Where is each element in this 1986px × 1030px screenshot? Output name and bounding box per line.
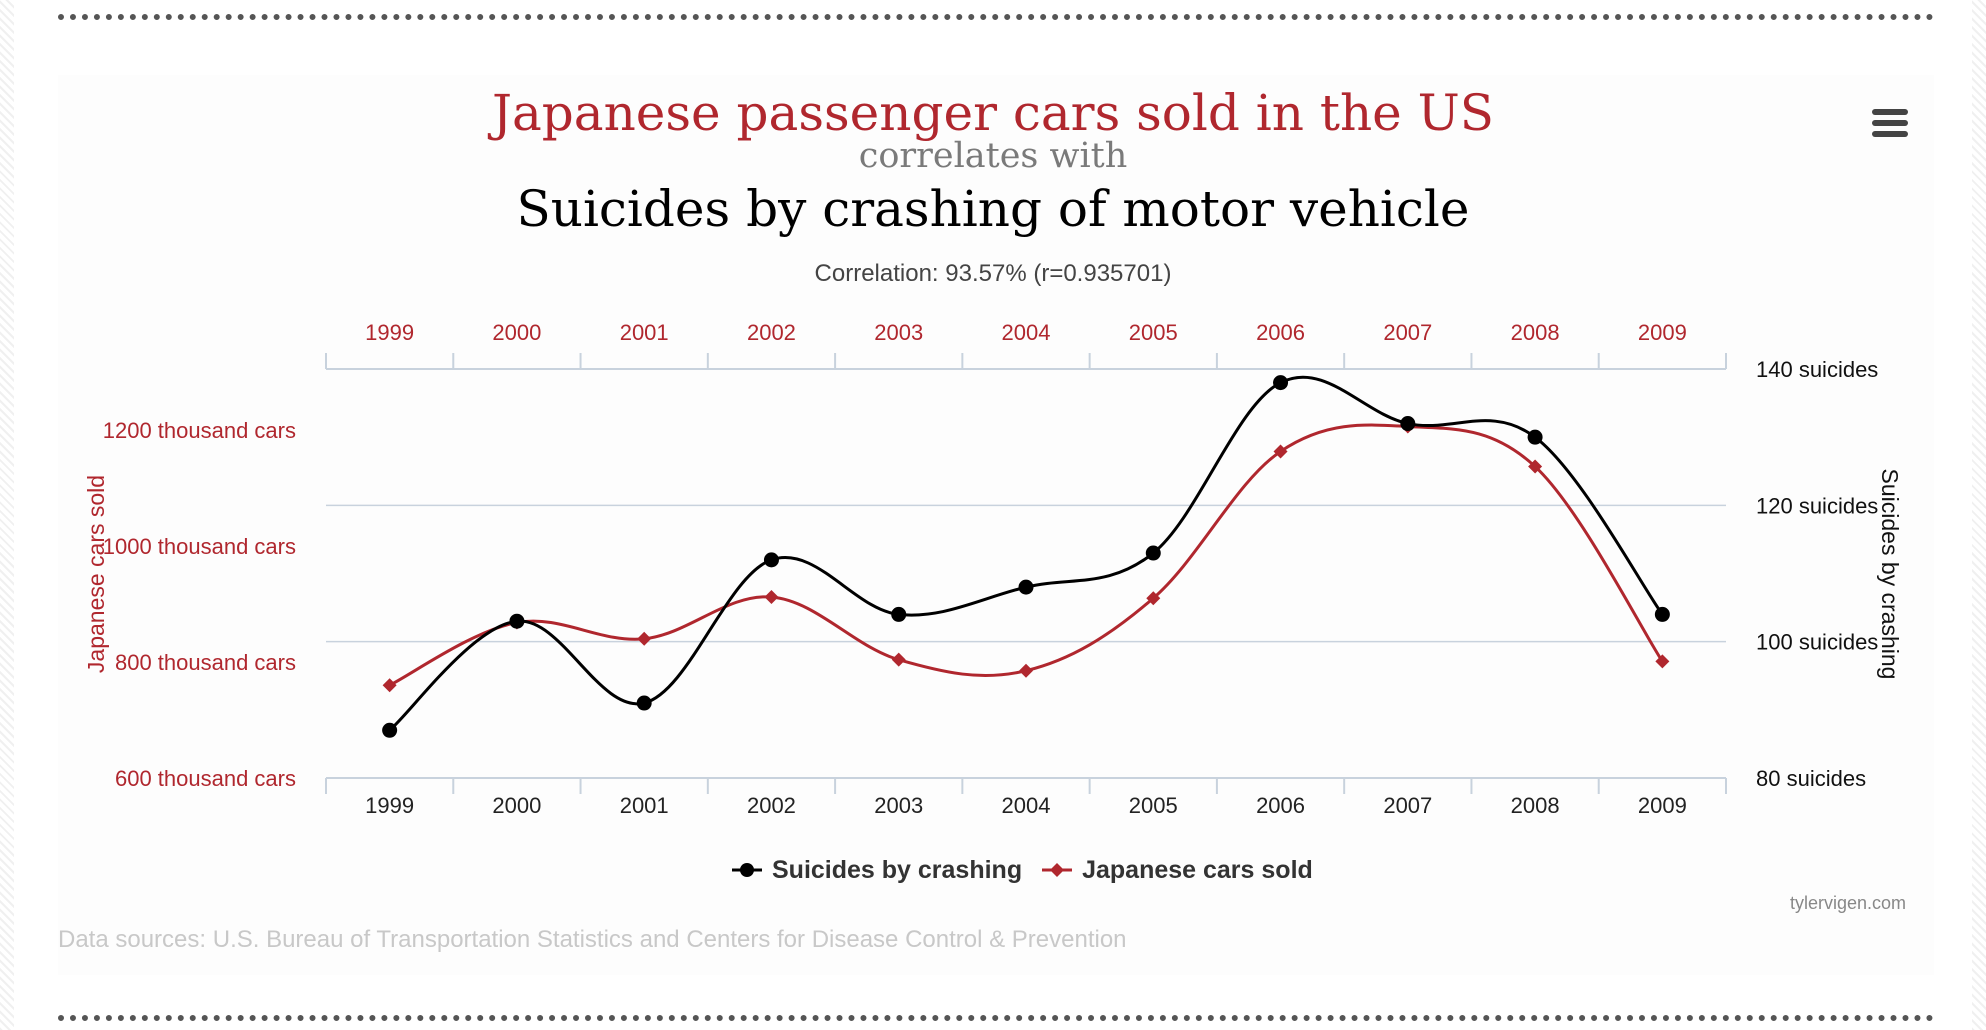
left-page-margin bbox=[0, 0, 14, 1030]
x-tick-label-bottom: 2002 bbox=[747, 793, 796, 818]
data-point-suicides bbox=[763, 552, 779, 568]
y-left-tick-label: 600 thousand cars bbox=[115, 766, 296, 791]
bottom-dotted-divider bbox=[58, 1015, 1934, 1021]
chart-title-connector: correlates with bbox=[858, 136, 1128, 176]
data-point-japanese-cars bbox=[1019, 663, 1033, 678]
legend-diamond-marker-icon bbox=[1042, 863, 1073, 877]
data-point-suicides bbox=[636, 695, 652, 711]
legend-circle-marker-icon bbox=[732, 863, 762, 877]
data-point-japanese-cars bbox=[637, 631, 652, 646]
y-left-tick-label: 1000 thousand cars bbox=[103, 534, 296, 559]
x-tick-label-bottom: 2001 bbox=[620, 793, 669, 818]
data-point-japanese-cars bbox=[382, 678, 397, 693]
chart-legend: Suicides by crashing Japanese cars sold bbox=[730, 852, 1331, 888]
x-tick-label-top: 2002 bbox=[747, 320, 796, 345]
data-point-suicides bbox=[1654, 606, 1670, 622]
data-point-japanese-cars bbox=[1655, 654, 1670, 669]
x-tick-label-bottom: 2005 bbox=[1129, 793, 1178, 818]
x-tick-label-bottom: 2009 bbox=[1638, 793, 1687, 818]
data-point-suicides bbox=[1145, 545, 1161, 561]
x-tick-label-bottom: 1999 bbox=[365, 793, 414, 818]
credit-link[interactable]: tylervigen.com bbox=[1790, 893, 1907, 913]
chart-title-variable-1: Japanese passenger cars sold in the US bbox=[491, 84, 1495, 142]
x-tick-label-top: 2007 bbox=[1383, 320, 1432, 345]
chart-title-variable-2: Suicides by crashing of motor vehicle bbox=[516, 180, 1470, 238]
x-tick-label-bottom: 2003 bbox=[874, 793, 923, 818]
x-tick-label-top: 1999 bbox=[365, 320, 414, 345]
data-point-japanese-cars bbox=[1528, 459, 1543, 474]
series-line-japanese-cars bbox=[388, 423, 1664, 687]
y-right-tick-label: 80 suicides bbox=[1756, 766, 1866, 791]
data-point-japanese-cars bbox=[764, 590, 779, 605]
y-right-axis-title: Suicides by crashing bbox=[1877, 469, 1903, 680]
y-left-axis-title: Japanese cars sold bbox=[83, 475, 109, 673]
top-dotted-divider bbox=[58, 14, 1934, 20]
data-point-japanese-cars bbox=[1146, 591, 1161, 606]
y-right-tick-label: 140 suicides bbox=[1756, 357, 1878, 382]
data-point-suicides bbox=[509, 613, 525, 629]
data-point-suicides bbox=[1273, 375, 1289, 391]
legend-label-suicides: Suicides by crashing bbox=[772, 855, 1023, 884]
hamburger-menu-icon[interactable] bbox=[1872, 106, 1908, 140]
x-tick-label-top: 2006 bbox=[1256, 320, 1305, 345]
y-right-tick-label: 120 suicides bbox=[1756, 493, 1878, 518]
data-sources-note: Data sources: U.S. Bureau of Transportat… bbox=[58, 926, 1127, 953]
legend-item-suicides[interactable]: Suicides by crashing bbox=[730, 856, 1022, 885]
data-point-japanese-cars bbox=[891, 652, 906, 667]
data-point-suicides bbox=[891, 606, 907, 622]
right-page-margin bbox=[1972, 0, 1986, 1030]
data-point-suicides bbox=[1018, 579, 1034, 595]
x-tick-label-bottom: 2008 bbox=[1511, 793, 1560, 818]
y-right-tick-label: 100 suicides bbox=[1756, 630, 1878, 655]
x-tick-label-bottom: 2000 bbox=[492, 793, 541, 818]
legend-label-cars: Japanese cars sold bbox=[1082, 855, 1313, 884]
data-point-japanese-cars bbox=[1273, 444, 1288, 459]
legend-item-cars[interactable]: Japanese cars sold bbox=[1040, 856, 1313, 885]
y-left-tick-label: 1200 thousand cars bbox=[103, 418, 296, 443]
x-tick-label-top: 2005 bbox=[1129, 320, 1178, 345]
data-point-suicides bbox=[1527, 429, 1543, 445]
x-tick-label-top: 2009 bbox=[1638, 320, 1687, 345]
x-tick-label-top: 2001 bbox=[620, 320, 669, 345]
chart-card bbox=[58, 75, 1934, 975]
x-tick-label-bottom: 2006 bbox=[1256, 793, 1305, 818]
x-tick-label-bottom: 2007 bbox=[1383, 793, 1432, 818]
x-tick-label-bottom: 2004 bbox=[1002, 793, 1051, 818]
x-tick-label-top: 2000 bbox=[492, 320, 541, 345]
correlation-subtitle: Correlation: 93.57% (r=0.935701) bbox=[814, 260, 1172, 287]
data-point-suicides bbox=[1400, 416, 1416, 432]
x-tick-label-top: 2008 bbox=[1511, 320, 1560, 345]
x-tick-label-top: 2004 bbox=[1002, 320, 1051, 345]
x-tick-label-top: 2003 bbox=[874, 320, 923, 345]
y-left-tick-label: 800 thousand cars bbox=[115, 650, 296, 675]
data-point-suicides bbox=[382, 722, 398, 738]
